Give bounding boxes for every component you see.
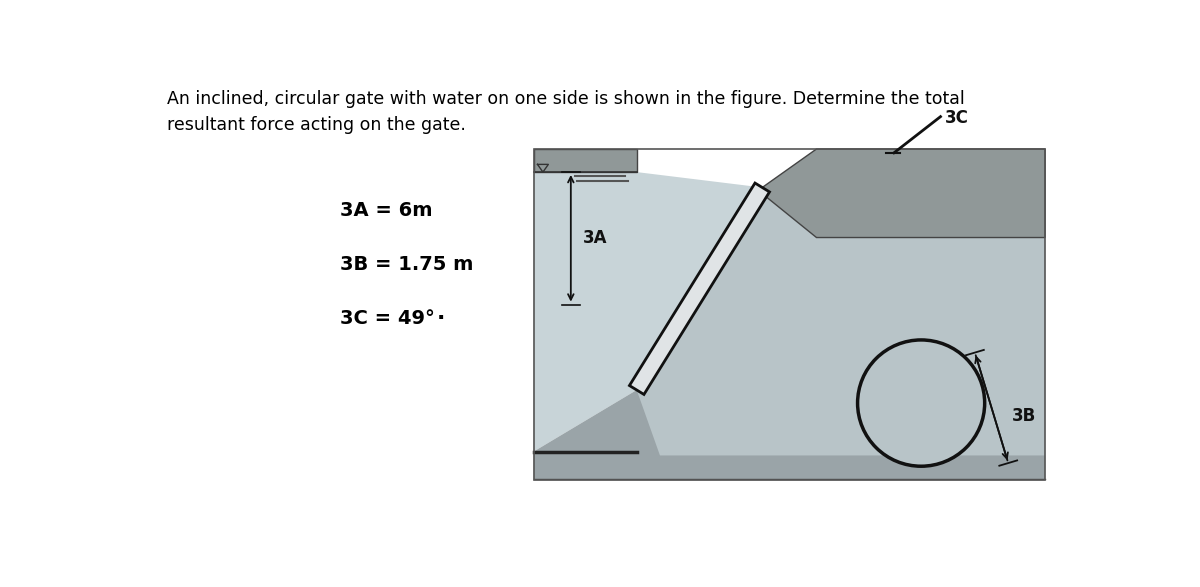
Text: 3B = 1.75 m: 3B = 1.75 m bbox=[340, 255, 473, 274]
Text: An inclined, circular gate with water on one side is shown in the figure. Determ: An inclined, circular gate with water on… bbox=[167, 90, 965, 134]
Circle shape bbox=[858, 340, 985, 466]
Text: 3A = 6m: 3A = 6m bbox=[340, 201, 432, 220]
Bar bbox=[534, 149, 1045, 480]
Text: 3C = 49°: 3C = 49° bbox=[340, 309, 434, 328]
Polygon shape bbox=[534, 172, 762, 480]
Polygon shape bbox=[534, 390, 1045, 480]
Text: ·: · bbox=[437, 308, 445, 328]
Polygon shape bbox=[637, 149, 1045, 480]
Polygon shape bbox=[762, 149, 1045, 238]
Polygon shape bbox=[630, 183, 769, 394]
Polygon shape bbox=[534, 149, 637, 172]
Text: 3A: 3A bbox=[582, 230, 607, 247]
Text: 3C: 3C bbox=[944, 109, 968, 127]
Text: 3B: 3B bbox=[1012, 407, 1037, 424]
